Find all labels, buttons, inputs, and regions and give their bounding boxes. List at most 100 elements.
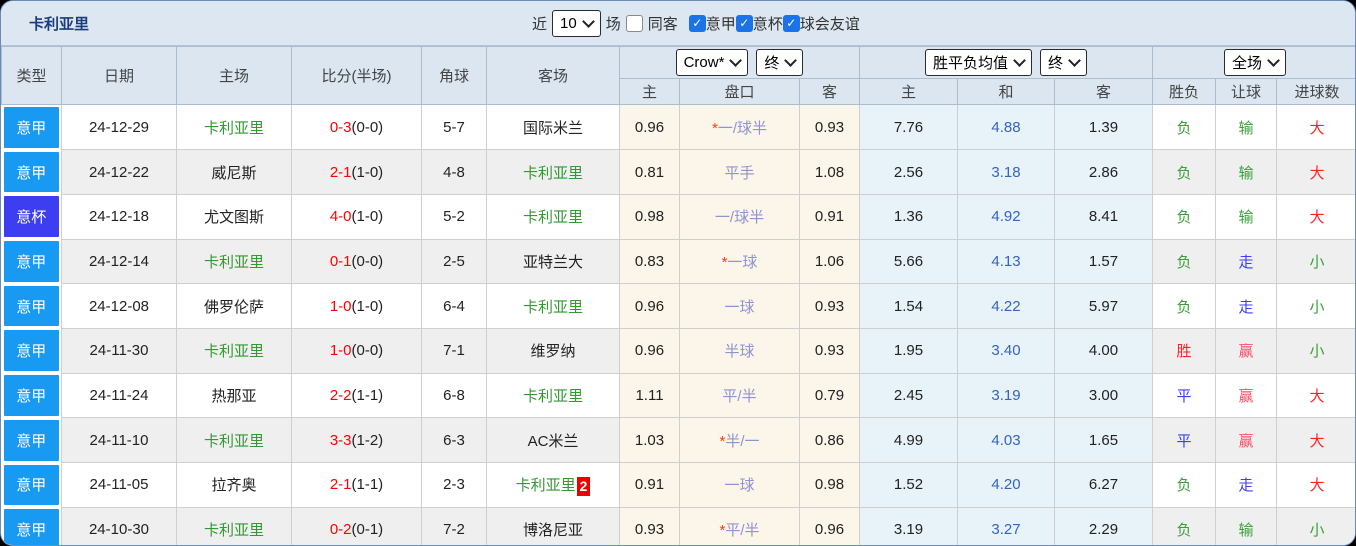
cell-corner: 6-8	[421, 372, 487, 419]
cell-avg-draw: 4.13	[957, 238, 1055, 285]
cell-result: 负	[1152, 506, 1216, 545]
cell-avg-away: 1.39	[1054, 103, 1153, 151]
cell-goals: 大	[1275, 193, 1355, 240]
cell-avg-draw: 3.27	[957, 506, 1055, 545]
cell-avg-home: 1.54	[859, 283, 958, 329]
cell-handicap-result: 走	[1215, 462, 1277, 508]
cell-league: 意甲	[1, 507, 62, 545]
team-title: 卡利亚里	[29, 15, 90, 33]
home-team-name: 尤文图斯	[203, 209, 264, 227]
league-badge: 意杯	[3, 196, 59, 238]
table-row: 意甲 24-12-22 威尼斯 2-1(1-0) 4-8 卡利亚里 0.81 平手 1.08 2.…	[1, 149, 1355, 195]
handicap-changed-marker: *	[719, 522, 726, 540]
handicap-text: 平/半	[725, 522, 760, 540]
cell-result: 负	[1152, 193, 1216, 240]
cell-handicap: 一球	[679, 283, 800, 329]
cell-result: 负	[1152, 103, 1216, 151]
cell-goals: 小	[1275, 238, 1355, 285]
cell-result: 胜	[1152, 327, 1216, 374]
away-team-name: 卡利亚里	[522, 164, 583, 182]
league-checkbox-0[interactable]: ✓	[688, 14, 706, 32]
bookmaker-select[interactable]: Crow*	[675, 49, 749, 76]
cell-handicap: *一球	[679, 238, 800, 285]
scope-value: 全场	[1232, 55, 1263, 72]
cell-away: 亚特兰大	[486, 238, 620, 285]
chevron-down-icon	[1013, 54, 1026, 67]
cell-handicap: 半球	[679, 327, 800, 374]
league-badge: 意甲	[3, 464, 59, 506]
home-team-name: 热那亚	[211, 387, 257, 405]
same-away-label: 同客	[647, 15, 678, 33]
home-team-name: 佛罗伦萨	[203, 298, 264, 316]
cell-result: 平	[1152, 372, 1216, 419]
handicap-text: 一球	[724, 477, 755, 495]
halftime-score: (1-0)	[351, 208, 384, 226]
table-row: 意杯 24-12-18 尤文图斯 4-0(1-0) 5-2 卡利亚里 0.98 一/球半 0.9…	[1, 193, 1355, 240]
cell-league: 意甲	[1, 283, 62, 329]
league-badge: 意甲	[3, 107, 59, 148]
col-header-goals: 进球数	[1275, 78, 1355, 105]
home-team-name: 卡利亚里	[203, 522, 264, 540]
cell-handicap: *一/球半	[679, 103, 800, 151]
cell-avg-home: 1.52	[859, 462, 958, 508]
cell-odds-home: 0.96	[619, 283, 680, 329]
cell-avg-draw: 3.19	[957, 372, 1055, 419]
col-header-corner: 角球	[421, 46, 487, 105]
cell-avg-draw: 4.22	[957, 283, 1055, 329]
col-header-date: 日期	[61, 46, 177, 105]
recent-count-select[interactable]: 10	[552, 9, 601, 37]
cell-home: 卡利亚里	[176, 327, 292, 374]
fulltime-score: 2-1	[329, 476, 352, 494]
cell-handicap-result: 赢	[1215, 417, 1277, 463]
cell-avg-away: 2.86	[1054, 149, 1153, 195]
same-away-checkbox[interactable]	[625, 14, 643, 32]
cell-odds-away: 0.79	[799, 372, 860, 419]
col-header-avg-home: 主	[859, 78, 958, 105]
col-header-score: 比分(半场)	[291, 46, 422, 105]
cell-odds-away: 1.06	[799, 238, 860, 285]
col-header-odds-away: 客	[799, 78, 860, 105]
away-team-name: 卡利亚里	[515, 477, 576, 495]
scope-select[interactable]: 全场	[1224, 49, 1287, 76]
cell-away: 卡利亚里	[486, 193, 620, 240]
red-card-badge: 2	[576, 476, 591, 496]
cell-odds-home: 0.91	[619, 462, 680, 508]
league-badge: 意甲	[3, 241, 59, 282]
table-row: 意甲 24-11-10 卡利亚里 3-3(1-2) 6-3 AC米兰 1.03 *半/一 0.8…	[1, 417, 1355, 463]
cell-home: 热那亚	[176, 372, 292, 419]
cell-away: 卡利亚里	[486, 149, 620, 195]
col-header-handicap: 盘口	[679, 78, 800, 105]
cell-avg-home: 7.76	[859, 103, 958, 151]
away-team-name: AC米兰	[527, 432, 579, 450]
cell-handicap: *半/一	[679, 417, 800, 463]
fulltime-score: 0-3	[329, 118, 352, 136]
cell-score: 3-3(1-2)	[291, 417, 422, 463]
cell-avg-draw: 3.40	[957, 327, 1055, 374]
cell-score: 1-0(1-0)	[291, 283, 422, 329]
halftime-score: (0-0)	[351, 252, 384, 270]
cell-away: 卡利亚里 2	[486, 462, 620, 508]
recent-count-value: 10	[560, 14, 577, 32]
cell-goals: 小	[1275, 327, 1355, 374]
league-checkbox-1[interactable]: ✓	[735, 14, 753, 32]
fulltime-score: 2-2	[329, 386, 352, 404]
handicap-text: 半/一	[725, 432, 760, 450]
cell-avg-draw: 4.88	[957, 103, 1055, 151]
col-header-away: 客场	[486, 46, 620, 105]
table-row: 意甲 24-12-29 卡利亚里 0-3(0-0) 5-7 国际米兰 0.96 *一/球半 0.…	[1, 103, 1355, 151]
avg-metric-select[interactable]: 胜平负均值	[924, 49, 1032, 76]
col-header-avg-draw: 和	[957, 78, 1055, 105]
league-checkbox-2[interactable]: ✓	[782, 14, 800, 32]
cell-result: 负	[1152, 238, 1216, 285]
cell-score: 2-2(1-1)	[291, 372, 422, 419]
cell-score: 2-1(1-1)	[291, 462, 422, 508]
cell-home: 卡利亚里	[176, 417, 292, 463]
cell-avg-away: 3.00	[1054, 372, 1153, 419]
cell-date: 24-12-18	[61, 193, 177, 240]
cell-home: 卡利亚里	[176, 238, 292, 285]
cell-avg-home: 1.36	[859, 193, 958, 240]
avg-time-select[interactable]: 终	[1040, 49, 1088, 76]
league-badge: 意甲	[3, 509, 59, 545]
odds-time-select[interactable]: 终	[756, 49, 804, 76]
